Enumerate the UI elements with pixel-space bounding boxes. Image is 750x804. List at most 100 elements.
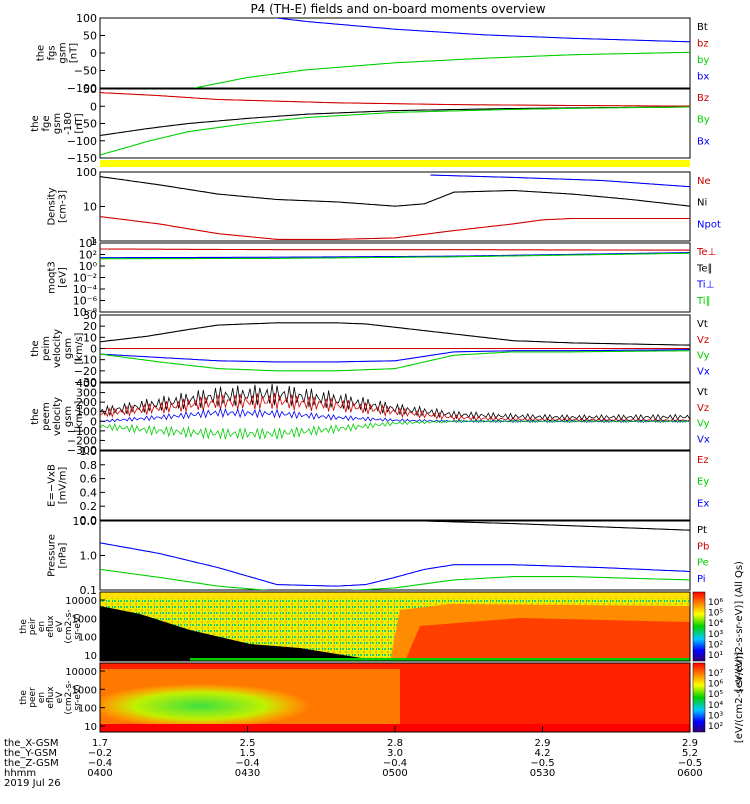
peer-spectrogram-ylabel: eflux [46,686,56,709]
peer-green-blob [100,683,310,728]
xaxis-tick-label: −0.2 [88,748,112,759]
peem-velocity-series-Vt [100,384,690,421]
fgs-series-group [194,18,690,88]
fgs-ylabel: [nT] [69,43,80,63]
peim-velocity-series-Vt [100,322,690,346]
temperature-ytick-label: 10⁴ [79,237,98,250]
fgs-ylabel: gsm [58,42,69,63]
density-ylabel: Density [47,187,58,225]
density-legend-Npot: Npot [697,219,721,230]
temperature-ytick-label: 10⁻⁸ [73,306,98,319]
xaxis-tick-label: 0500 [382,768,407,779]
temperature-series-Ti⊥ [100,252,690,259]
peem-velocity-ytick-label: 100 [76,406,97,419]
fgs-ytick-label: −100 [67,82,97,95]
panel-fgs: 100 50 0 −50 −100 the fgs gsm [nT] Bt bz by bx [36,12,710,95]
fgs-ytick-label: 100 [76,12,97,25]
peir-spectrogram-colorbar-tick: 10² [708,640,723,650]
peir-spectrogram-ytick-label: 1000 [72,614,97,625]
peim-velocity-ytick-label: 20 [83,320,97,333]
xaxis-tick-label: 0530 [530,768,555,779]
peem-velocity-legend-Vx: Vx [697,434,710,445]
peer-spectrogram-colorbar-label: [eV/(cm2-s-sr-eV)] [734,652,745,743]
peem-velocity-series-Vx [100,407,690,423]
peir-low-count-region [100,606,380,661]
efield-ytick-label: 0.0 [80,514,98,527]
peim-velocity-series-group [100,322,690,372]
peim-velocity-ytick-label: 0 [90,343,97,356]
efield-ytick-label: 0.6 [80,473,98,486]
xaxis-row-label: hhmm [4,768,36,779]
xaxis-tick-label: 2.9 [535,738,551,749]
efield-ytick-label: 0.4 [80,486,98,499]
efield-legend-Ex: Ex [697,498,709,509]
temperature-ylabel: moqt3 [47,261,58,294]
fge-ylabel: gsm [52,113,63,134]
xaxis-tick-label: −0.4 [88,758,112,769]
peir-spectrogram-colorbar-tick: 10³ [708,630,723,640]
fgs-legend-bx: bx [697,72,709,83]
temperature-legend-Te∥: Te∥ [696,263,713,274]
peer-spectrogram-ylabel: sr-eV) [73,684,83,710]
fgs-ylabel: fgs [47,45,58,60]
peem-velocity-ytick-label: 300 [76,387,97,400]
fge-series-Bz [100,92,690,107]
peir-spectrogram-colorbar-tick: 10⁶ [708,598,723,608]
peer-spectrogram-ytick-label: 1000 [72,685,97,696]
peim-velocity-legend-Vy: Vy [697,351,710,362]
peer-spectrogram-ylabel: eV [55,691,65,704]
pressure-ytick-label: 10.0 [73,515,98,528]
peem-velocity-frame [99,382,691,451]
pressure-legend-Pb: Pb [697,541,709,552]
peem-velocity-ytick-label: −200 [67,434,97,447]
fge-frame [99,88,691,159]
fge-ytick-label: −150 [67,152,97,165]
density-legend-Ne: Ne [697,176,711,187]
density-ytick-label: 100 [76,166,97,179]
pressure-legend-Pt: Pt [697,525,707,536]
pressure-legend-Pi: Pi [697,574,706,585]
density-series-Ne [100,216,690,240]
xaxis-tick-label: −0.4 [235,758,259,769]
temperature-ytick-label: 10² [79,249,97,262]
temperature-ytick-label: 10⁻⁶ [73,295,98,308]
peem-velocity-ylabel: gsm [63,406,74,427]
temperature-series-group [100,248,690,260]
xaxis-tick-label: 5.2 [682,748,698,759]
peim-velocity-legend-Vt: Vt [697,319,708,330]
peim-velocity-ylabel: velocity [52,329,63,368]
xaxis-tick-label: −0.5 [530,758,554,769]
fgs-ytick-label: 0 [90,47,97,60]
pressure-frame [99,520,691,591]
panel-efield: 1.00.80.60.40.20.0 E=−VxB [mV/m] Ez Ey Ex [47,445,710,527]
fgs-ylabel: the [36,45,47,61]
pressure-ylabel: Pressure [47,534,58,577]
fge-ytick-label: 0 [90,100,97,113]
peir-spectrogram-ytick-label: 10 [84,651,97,662]
fgs-series-Bt [272,18,690,43]
peir-spectrogram-ytick-label: 10000 [65,596,97,607]
efield-legend-Ey: Ey [697,477,709,488]
fge-ylabel: [nT] [74,113,85,133]
peem-velocity-ytick-label: −100 [67,425,97,438]
xaxis-tick-label: −0.4 [383,758,407,769]
peir-spectrogram-ylabel: en [37,621,47,632]
panel-fge: 50 0 −50 −100 −150 the fge gsm -180 [nT] Bz By Bx [30,83,710,165]
mode-bar-strip [100,160,690,167]
pressure-legend-Pe: Pe [697,558,709,569]
pressure-ytick-label: 1.0 [80,550,98,563]
peer-spectrogram-ylabel: (cm2-s- [64,680,74,714]
pressure-series-Pi [100,542,690,587]
peim-velocity-ylabel: the [30,340,41,356]
peim-velocity-ylabel: gsm [63,338,74,359]
efield-ylabel: [mV/m] [58,467,69,505]
peir-spectrogram-image [100,592,690,661]
peir-top-band [100,592,690,598]
peir-spectrogram-ylabel: (cm2-s- [64,609,74,643]
peir-spectrogram-ylabel: peir [28,617,38,635]
panel-peer-spectrogram: 10000 1000 100 10 the peer en eflux eV (cm2-s-sr-… [19,652,745,743]
